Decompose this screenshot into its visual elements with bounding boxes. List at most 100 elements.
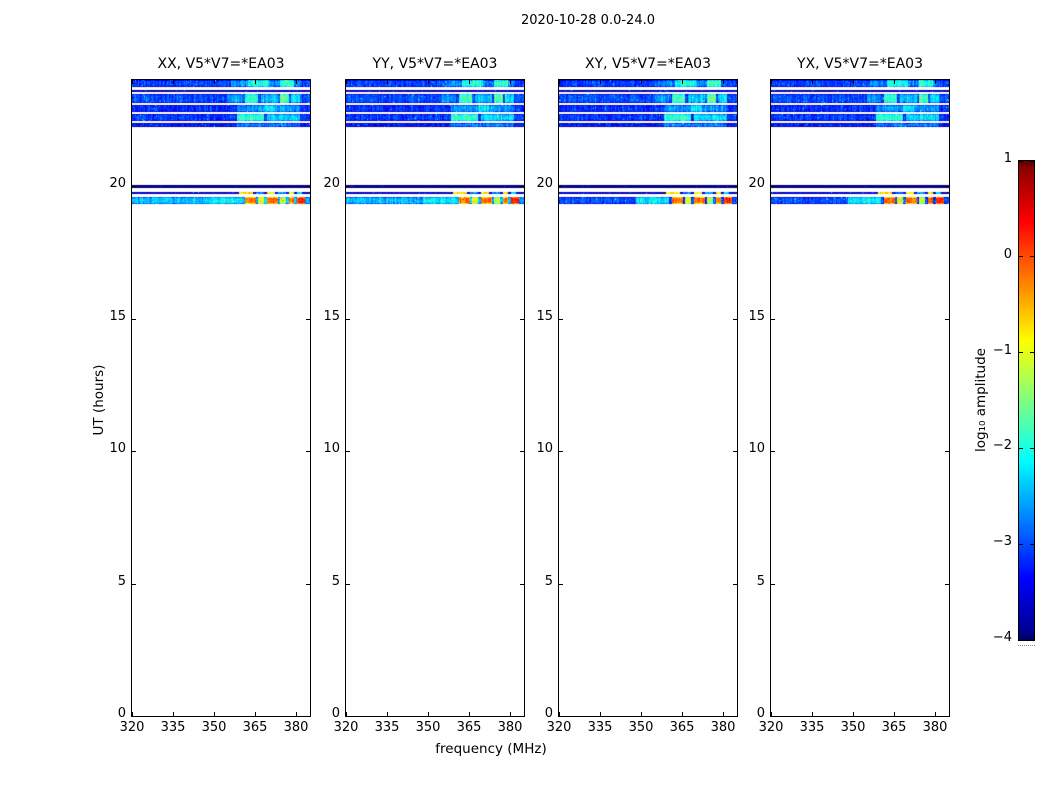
y-tick [346,715,350,717]
x-tick-label: 365 [242,720,268,735]
x-tick-label: 335 [587,720,613,735]
x-tick [345,712,347,716]
y-tick [132,318,136,320]
y-tick [346,185,350,187]
y-tick-label: 20 [536,176,553,191]
x-tick-label: 380 [922,720,948,735]
plot-area [558,79,738,717]
y-tick [346,450,350,452]
y-tick-label: 5 [117,574,126,589]
x-tick [811,712,813,716]
y-tick [520,715,524,717]
y-tick-label: 0 [756,706,765,721]
y-tick [733,583,737,585]
x-tick [558,80,560,84]
x-tick-label: 365 [456,720,482,735]
y-tick-label: 20 [323,176,340,191]
heatmap-canvas [559,80,737,716]
x-tick-label: 335 [374,720,400,735]
x-tick [345,80,347,84]
x-tick-label: 350 [201,720,227,735]
y-tick [733,715,737,717]
y-tick [132,450,136,452]
x-tick-label: 335 [160,720,186,735]
y-tick [306,318,310,320]
x-tick [640,80,642,84]
x-tick [295,80,297,84]
colorbar-tick [1030,543,1034,545]
y-tick [559,185,563,187]
x-tick [254,80,256,84]
panel-title: XX, V5*V7=*EA03 [157,56,285,72]
colorbar-tick [1030,160,1034,162]
colorbar-tick-label: −2 [992,438,1012,454]
x-tick [934,712,936,716]
heatmap-canvas [132,80,310,716]
y-tick [559,583,563,585]
y-tick-label: 10 [536,441,553,456]
colorbar-canvas [1019,161,1034,640]
y-tick-label: 0 [331,706,340,721]
x-tick [131,712,133,716]
colorbar-tick-label: 1 [1003,151,1012,166]
y-tick [945,185,949,187]
y-tick [771,715,775,717]
x-tick [770,80,772,84]
y-tick [306,450,310,452]
x-tick [468,712,470,716]
figure-title: 2020-10-28 0.0-24.0 [521,13,655,28]
x-tick [509,712,511,716]
x-tick [172,80,174,84]
x-tick [131,80,133,84]
heatmap-canvas [346,80,524,716]
x-tick [852,712,854,716]
y-tick [520,318,524,320]
x-tick-label: 335 [799,720,825,735]
y-tick-label: 20 [748,176,765,191]
x-tick [681,80,683,84]
x-tick [640,712,642,716]
y-tick-label: 15 [748,309,765,324]
y-tick [945,715,949,717]
x-tick [386,80,388,84]
y-tick [733,450,737,452]
y-tick [559,715,563,717]
x-tick [427,712,429,716]
y-tick-label: 10 [109,441,126,456]
colorbar-tick-label: −4 [992,630,1012,645]
x-tick-label: 380 [283,720,309,735]
panel-title: XY, V5*V7=*EA03 [585,56,711,72]
x-tick-label: 320 [119,720,145,735]
y-tick-label: 0 [544,706,553,721]
y-tick-label: 0 [117,706,126,721]
x-tick-label: 350 [415,720,441,735]
x-tick-label: 380 [497,720,523,735]
x-tick [722,712,724,716]
x-tick [558,712,560,716]
y-tick [346,318,350,320]
colorbar-tick [1019,639,1023,641]
y-tick-label: 15 [323,309,340,324]
y-axis-label: UT (hours) [91,364,107,436]
heatmap-canvas [771,80,949,716]
y-tick [733,318,737,320]
y-tick [346,583,350,585]
x-tick [811,80,813,84]
y-tick [771,318,775,320]
colorbar-label: log₁₀ amplitude [973,348,989,452]
y-tick-label: 5 [756,574,765,589]
plot-area [345,79,525,717]
x-tick [599,712,601,716]
x-tick-label: 350 [628,720,654,735]
x-tick [770,712,772,716]
x-tick-label: 365 [669,720,695,735]
y-tick [306,185,310,187]
y-tick-label: 10 [748,441,765,456]
y-tick [132,715,136,717]
x-tick-label: 365 [881,720,907,735]
x-tick [386,712,388,716]
colorbar-tick [1030,256,1034,258]
colorbar-tick [1030,352,1034,354]
x-tick [295,712,297,716]
y-tick-label: 10 [323,441,340,456]
